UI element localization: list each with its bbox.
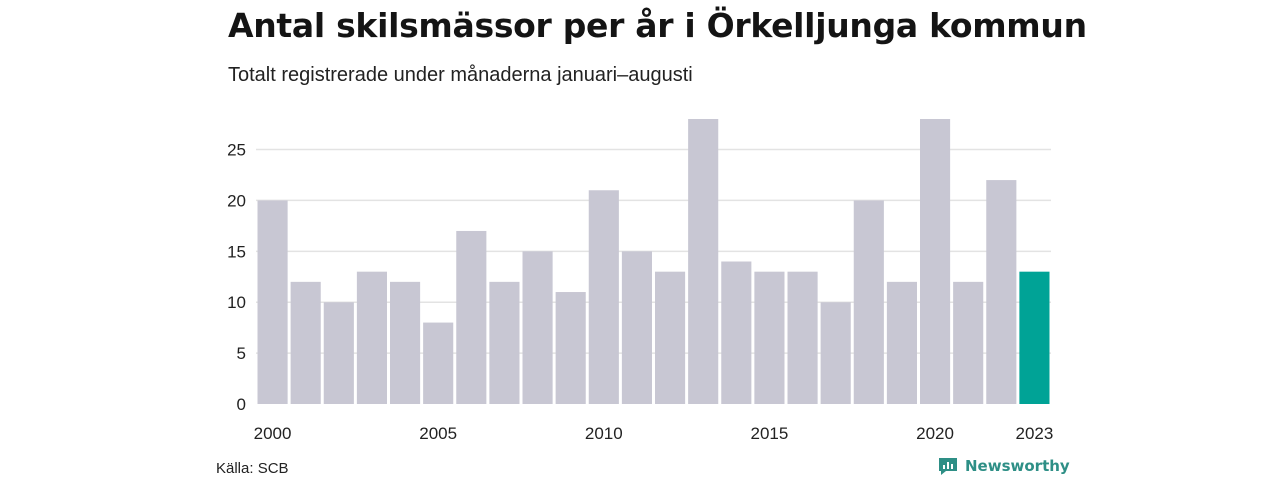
newsworthy-icon [939,458,957,475]
bar-2006 [456,230,487,404]
y-tick-label-0: 0 [237,395,246,414]
bar-2012 [655,271,686,404]
bar-2016 [787,271,818,404]
chart-subtitle: Totalt registrerade under månaderna janu… [228,64,693,86]
bar-2019 [886,281,917,404]
y-tick-label-15: 15 [227,242,246,261]
x-tick-label-2023: 2023 [1016,424,1054,443]
bar-2005 [423,322,454,404]
chart-title: Antal skilsmässor per år i Örkelljunga k… [228,6,1087,45]
bar-2014 [721,261,752,404]
bar-2018 [853,200,884,404]
bar-2008 [522,251,553,404]
x-tick-label-2015: 2015 [751,424,789,443]
bar-2003 [356,271,387,404]
bar-2000 [257,200,288,404]
y-tick-label-10: 10 [227,293,246,312]
bar-2021 [953,281,984,404]
bar-2011 [621,251,652,404]
bar-2004 [390,281,421,404]
bar-2022 [986,180,1017,404]
bar-2017 [820,302,851,404]
y-tick-label-20: 20 [227,191,246,210]
bar-2009 [555,292,586,404]
bar-2010 [588,190,619,404]
bars [257,119,1050,404]
grid-lines [256,148,1051,354]
bar-2001 [290,281,321,404]
bar-2015 [754,271,785,404]
bar-2020 [920,119,951,404]
bar-2002 [323,302,354,404]
x-tick-label-2020: 2020 [916,424,954,443]
y-tick-label-5: 5 [237,344,246,363]
brand-name: Newsworthy [965,457,1070,475]
bar-2023 [1019,271,1050,404]
x-tick-label-2005: 2005 [419,424,457,443]
x-tick-label-2000: 2000 [254,424,292,443]
y-tick-label-25: 25 [227,141,246,160]
x-axis: 2000 2005 2010 2015 2020 2023 [254,424,1054,443]
bar-2013 [688,119,719,404]
brand-logo: Newsworthy [937,456,1070,476]
source-label: Källa: SCB [216,460,289,477]
x-tick-label-2010: 2010 [585,424,623,443]
y-axis: 0 5 10 15 20 25 [227,141,246,414]
bar-2007 [489,281,520,404]
